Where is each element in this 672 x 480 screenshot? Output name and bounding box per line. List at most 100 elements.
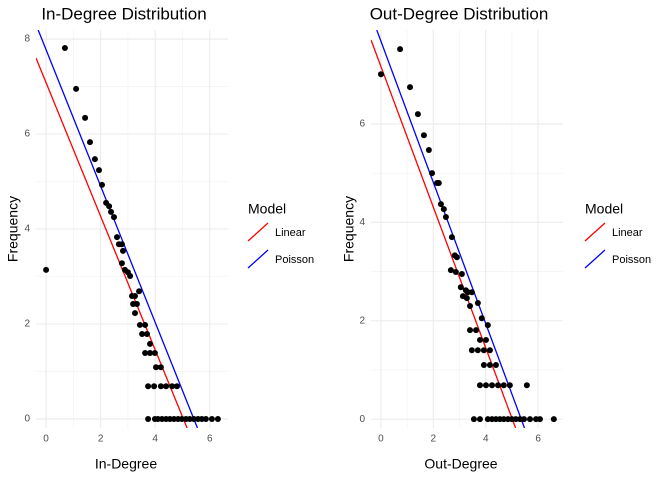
point (478, 315, 485, 322)
y-tick-label: 0 (359, 414, 365, 425)
point (474, 347, 481, 354)
point (132, 310, 138, 317)
point (91, 156, 98, 163)
x-tick-label: 0 (378, 434, 384, 445)
point (118, 260, 125, 267)
point (473, 327, 480, 334)
point (99, 181, 105, 188)
point (470, 416, 477, 423)
point (377, 71, 384, 78)
point (157, 364, 164, 371)
panel: 0 2 4 6 0 2 4 6 8 In-Degree Distribution In-Degree… (5, 4, 314, 471)
point (476, 382, 483, 389)
fit-line (37, 30, 199, 428)
point (61, 45, 68, 52)
point (523, 382, 530, 389)
point (457, 284, 464, 291)
y-tick-label: 4 (24, 224, 30, 235)
legend-key (584, 249, 606, 269)
x-tick-label: 6 (207, 434, 213, 445)
point (495, 382, 502, 389)
point (435, 180, 442, 187)
point (425, 147, 432, 154)
legend-label: Poisson (275, 254, 314, 266)
point (73, 85, 80, 92)
point (463, 295, 470, 302)
fit-lines (371, 30, 526, 428)
point (480, 347, 487, 354)
point (448, 234, 455, 241)
point (476, 416, 483, 423)
x-tick-label: 4 (483, 434, 489, 445)
point (147, 349, 153, 356)
panel: 0 2 4 6 0 2 4 6 Out-Degree Distribution Out-Degre… (341, 4, 651, 471)
x-axis-label: In-Degree (95, 456, 157, 472)
legend-label: Poisson (612, 254, 651, 266)
point (420, 132, 427, 139)
point (139, 330, 146, 337)
point (214, 415, 221, 422)
point (467, 302, 474, 309)
y-tick-label: 2 (359, 315, 365, 326)
y-tick-label: 4 (359, 217, 365, 228)
y-tick-label: 6 (24, 129, 30, 140)
legend-title: Model (248, 201, 286, 217)
point (397, 46, 404, 53)
x-tick-label: 2 (431, 434, 437, 445)
point (108, 208, 114, 215)
y-axis-label: Frequency (5, 196, 21, 262)
x-tick-label: 0 (43, 434, 49, 445)
point (142, 321, 149, 328)
point (484, 416, 491, 423)
point (120, 247, 126, 254)
point (106, 203, 113, 210)
point (82, 114, 89, 121)
point (506, 382, 513, 389)
x-tick-label: 4 (152, 434, 158, 445)
y-tick-label: 2 (24, 319, 30, 330)
point (151, 383, 158, 390)
point (144, 330, 150, 337)
point (512, 416, 519, 423)
point (111, 214, 117, 221)
chart-title: In-Degree Distribution (41, 4, 206, 23)
point (127, 273, 134, 280)
point (145, 383, 152, 390)
point (96, 167, 102, 174)
point (476, 336, 483, 343)
point (151, 349, 158, 356)
point (442, 213, 449, 220)
point (163, 383, 170, 390)
point (132, 292, 138, 299)
y-axis-label: Frequency (341, 196, 357, 262)
point (500, 416, 507, 423)
point (136, 288, 143, 295)
point (43, 266, 50, 273)
point (136, 321, 143, 328)
x-axis-label: Out-Degree (424, 456, 497, 472)
chart-title: Out-Degree Distribution (370, 4, 549, 23)
point (174, 383, 180, 390)
y-tick-label: 6 (359, 119, 365, 130)
point (447, 267, 454, 274)
legend-title: Model (585, 201, 623, 217)
fit-line (36, 57, 188, 428)
point (169, 383, 176, 390)
point (118, 241, 125, 248)
point (453, 254, 460, 261)
point (429, 170, 436, 177)
point (157, 383, 164, 390)
point (153, 364, 159, 371)
x-tick-label: 6 (535, 434, 541, 445)
point (480, 362, 487, 369)
legend-key (247, 249, 269, 269)
point (145, 415, 152, 422)
y-tick-label: 0 (24, 414, 30, 425)
point (467, 327, 474, 334)
point (482, 382, 489, 389)
point (208, 415, 215, 422)
point (437, 201, 444, 208)
legend-key (247, 222, 269, 242)
point (489, 382, 496, 389)
